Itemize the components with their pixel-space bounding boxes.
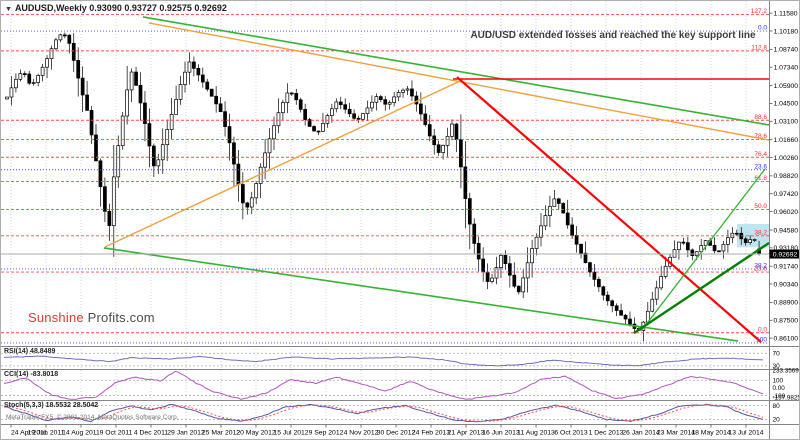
svg-text:1.05900: 1.05900 (774, 83, 799, 90)
stoch-signal-line (3, 404, 764, 422)
rsi-line (3, 355, 764, 367)
svg-text:1.10180: 1.10180 (774, 28, 799, 35)
svg-text:26 Jan 2014: 26 Jan 2014 (622, 430, 660, 437)
svg-text:23 Mar 2014: 23 Mar 2014 (657, 430, 695, 437)
current-price-tag: 0.92692 (769, 249, 799, 259)
svg-text:-100: -100 (773, 393, 786, 400)
svg-text:0.88900: 0.88900 (774, 300, 799, 307)
stoch-main-line (3, 403, 764, 423)
sunshine-profits-logo: Sunshine Profits.com (28, 310, 155, 325)
svg-text:19 Jun 2011: 19 Jun 2011 (28, 430, 65, 437)
svg-text:21 Apr 2013: 21 Apr 2013 (448, 430, 485, 437)
ascending-orange (104, 80, 461, 248)
svg-text:0.92692: 0.92692 (773, 252, 798, 259)
main-plot: 127.2112.888.678.676.461.850.038.223.60.… (1, 8, 769, 343)
logo-part-profits: Profits.com (83, 310, 155, 325)
svg-text:29 Jan 2012: 29 Jan 2012 (167, 430, 205, 437)
symbol-ohlc-label: AUDUSD,Weekly 0.93090 0.93727 0.92575 0.… (14, 3, 227, 13)
svg-text:15 Jul 2012: 15 Jul 2012 (273, 430, 308, 437)
svg-text:24 Apr 2011: 24 Apr 2011 (11, 430, 47, 437)
steep-rising-support-green (641, 168, 766, 331)
svg-text:78.6: 78.6 (754, 133, 767, 140)
svg-text:100: 100 (773, 378, 784, 385)
fibonacci-red-lines: 127.2 112.8 88.6 78.6 76.4 61.8 50.0 38.2 23.6 0.… (1, 8, 769, 333)
svg-text:70: 70 (773, 351, 781, 358)
svg-text:1.11580: 1.11580 (774, 10, 798, 17)
collapse-arrow-icon[interactable]: ▼ (5, 6, 12, 13)
svg-text:18 May 2014: 18 May 2014 (691, 430, 731, 437)
svg-text:1.08740: 1.08740 (774, 47, 799, 54)
svg-text:14 Aug 2011: 14 Aug 2011 (62, 430, 100, 437)
svg-text:0.0: 0.0 (758, 25, 767, 32)
svg-text:127.2: 127.2 (751, 8, 768, 15)
svg-text:9 Oct 2011: 9 Oct 2011 (100, 430, 133, 437)
fibonacci-blue-lines: 0.0 23.6 38.2 100 (1, 25, 769, 343)
svg-text:0.87500: 0.87500 (774, 318, 799, 325)
svg-text:0.93180: 0.93180 (774, 245, 799, 252)
rsi-indicator-label: RSI(14) 48.8489 (4, 348, 56, 355)
price-axis-labels: 1.11580 1.10180 1.08740 1.07340 1.05900 1.045… (769, 10, 799, 342)
svg-text:25 Mar 2012: 25 Mar 2012 (202, 430, 240, 437)
svg-text:16 Jun 2013: 16 Jun 2013 (482, 430, 520, 437)
svg-text:38.2: 38.2 (754, 229, 767, 236)
svg-text:23.6: 23.6 (754, 163, 767, 170)
svg-text:20 May 2012: 20 May 2012 (236, 430, 276, 437)
svg-text:0.0: 0.0 (758, 326, 767, 333)
key-support-line-green (633, 241, 769, 335)
svg-text:30 Dec 2012: 30 Dec 2012 (377, 430, 416, 437)
svg-text:1.04500: 1.04500 (774, 101, 799, 108)
cci-line (3, 371, 764, 400)
svg-text:1 Dec 2013: 1 Dec 2013 (589, 430, 624, 437)
svg-text:100: 100 (756, 336, 767, 343)
svg-text:76.4: 76.4 (754, 151, 767, 158)
svg-text:0.98820: 0.98820 (774, 173, 799, 180)
svg-text:88.6: 88.6 (754, 114, 767, 121)
svg-text:-157.9825: -157.9825 (773, 394, 800, 401)
svg-text:0.90340: 0.90340 (774, 281, 799, 288)
svg-text:6 Oct 2013: 6 Oct 2013 (554, 430, 587, 437)
svg-text:0.86100: 0.86100 (774, 335, 799, 342)
svg-text:80: 80 (773, 403, 781, 410)
annotation-text: AUD/USD extended losses and reached the … (470, 30, 756, 41)
svg-text:4 Dec 2011: 4 Dec 2011 (134, 430, 168, 437)
svg-text:0.94580: 0.94580 (774, 227, 799, 234)
svg-text:9 Sep 2012: 9 Sep 2012 (309, 430, 344, 437)
svg-text:24 Feb 2013: 24 Feb 2013 (412, 430, 450, 437)
svg-text:1.00260: 1.00260 (774, 155, 799, 162)
logo-part-sunshine: Sunshine (28, 310, 84, 325)
svg-text:1.07340: 1.07340 (774, 64, 799, 71)
svg-text:61.8: 61.8 (754, 175, 767, 182)
cci-indicator-label: CCI(14) -83.8018 (4, 371, 59, 378)
chart-title: ▼ AUDUSD,Weekly 0.93090 0.93727 0.92575 0… (5, 3, 227, 13)
svg-text:0.91740: 0.91740 (774, 263, 799, 270)
svg-text:38.2: 38.2 (754, 262, 767, 269)
descending-resistance-green (142, 16, 769, 126)
svg-text:11 Aug 2013: 11 Aug 2013 (517, 430, 555, 437)
price-axis[interactable] (769, 1, 799, 425)
svg-text:30: 30 (773, 363, 781, 370)
stoch-indicator-label: Stoch(5,3,3) 18.5532 28.5042 (4, 402, 99, 409)
svg-text:4 Nov 2012: 4 Nov 2012 (344, 430, 379, 437)
svg-text:0.97420: 0.97420 (774, 191, 799, 198)
svg-text:112.8: 112.8 (751, 44, 767, 51)
svg-text:13 Jul 2014: 13 Jul 2014 (728, 430, 763, 437)
trendlines (103, 16, 769, 343)
svg-text:1.03100: 1.03100 (774, 119, 799, 126)
svg-text:0.96020: 0.96020 (774, 209, 799, 216)
descending-red (456, 76, 762, 343)
candlesticks (5, 32, 761, 342)
svg-text:20: 20 (773, 417, 781, 424)
svg-text:50.0: 50.0 (754, 203, 767, 210)
time-axis[interactable] (1, 425, 769, 439)
svg-text:0.00: 0.00 (773, 385, 786, 392)
copyright-text: MetaTrader FX5, © 2001-2014, MetaQuotes … (6, 414, 179, 421)
svg-text:1.01660: 1.01660 (774, 137, 799, 144)
svg-text:233.3569: 233.3569 (773, 368, 800, 375)
long-term-support-green (103, 247, 739, 342)
